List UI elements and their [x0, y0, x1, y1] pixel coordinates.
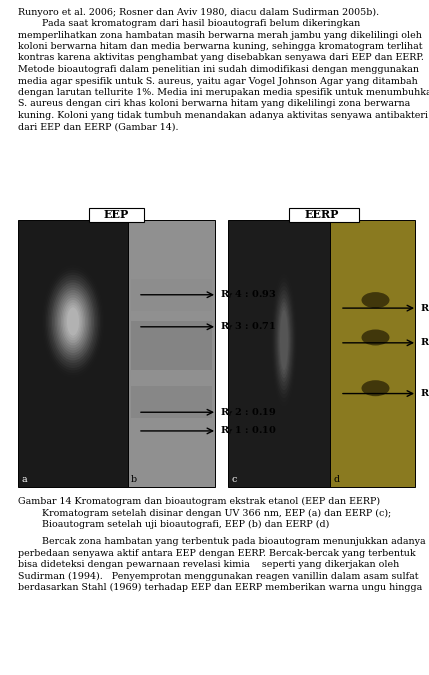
Text: R$_{f}$ 1 : 0.4: R$_{f}$ 1 : 0.4 — [420, 387, 429, 400]
Bar — [89, 208, 144, 222]
Ellipse shape — [277, 298, 291, 382]
Bar — [18, 220, 128, 487]
Text: R$_{f}$ 1 : 0.10: R$_{f}$ 1 : 0.10 — [220, 425, 277, 437]
Ellipse shape — [63, 300, 84, 343]
Text: Metode bioautografi dalam penelitian ini sudah dimodifikasi dengan menggunakan: Metode bioautografi dalam penelitian ini… — [18, 65, 419, 74]
Text: bisa dideteksi dengan pewarnaan revelasi kimia    seperti yang dikerjakan oleh: bisa dideteksi dengan pewarnaan revelasi… — [18, 560, 399, 569]
Ellipse shape — [66, 305, 81, 338]
Text: dengan larutan tellurite 1%. Media ini merupakan media spesifik untuk menumbuhka: dengan larutan tellurite 1%. Media ini m… — [18, 88, 429, 97]
Ellipse shape — [67, 307, 79, 335]
Text: perbedaan senyawa aktif antara EEP dengan EERP. Bercak-bercak yang terbentuk: perbedaan senyawa aktif antara EEP denga… — [18, 549, 416, 558]
Text: Bioautogram setelah uji bioautografi, EEP (b) dan EERP (d): Bioautogram setelah uji bioautografi, EE… — [18, 520, 329, 529]
Text: R$_{f}$ 2 : 0.6: R$_{f}$ 2 : 0.6 — [420, 336, 429, 349]
Text: Gambar 14 Kromatogram dan bioautogram ekstrak etanol (EEP dan EERP): Gambar 14 Kromatogram dan bioautogram ek… — [18, 497, 380, 506]
Text: Bercak zona hambatan yang terbentuk pada bioautogram menunjukkan adanya: Bercak zona hambatan yang terbentuk pada… — [18, 537, 426, 546]
Bar — [228, 220, 330, 487]
Bar — [289, 208, 359, 222]
Text: EERP: EERP — [304, 209, 338, 220]
Text: berdasarkan Stahl (1969) terhadap EEP dan EERP memberikan warna ungu hingga: berdasarkan Stahl (1969) terhadap EEP da… — [18, 583, 422, 593]
Ellipse shape — [58, 292, 88, 350]
Text: a: a — [21, 475, 27, 484]
Ellipse shape — [362, 329, 390, 346]
Text: S. aureus dengan ciri khas koloni berwarna hitam yang dikelilingi zona berwarna: S. aureus dengan ciri khas koloni berwar… — [18, 99, 410, 109]
Ellipse shape — [60, 295, 87, 348]
Text: b: b — [131, 475, 137, 484]
Text: R$_{f}$ 3 : 0.71: R$_{f}$ 3 : 0.71 — [220, 321, 276, 333]
Text: c: c — [231, 475, 236, 484]
Text: Kromatogram setelah disinar dengan UV 366 nm, EEP (a) dan EERP (c);: Kromatogram setelah disinar dengan UV 36… — [18, 508, 391, 518]
Text: d: d — [333, 475, 339, 484]
Text: R$_{f}$ 4 : 0.93: R$_{f}$ 4 : 0.93 — [220, 288, 277, 301]
Text: R$_{f}$ 2 : 0.19: R$_{f}$ 2 : 0.19 — [220, 406, 277, 418]
Bar — [131, 385, 212, 418]
Bar — [131, 279, 212, 310]
Bar — [330, 220, 415, 487]
Text: EEP: EEP — [104, 209, 129, 220]
Ellipse shape — [280, 310, 288, 370]
Text: Runyoro et al. 2006; Rosner dan Aviv 1980, diacu dalam Sudirman 2005b).: Runyoro et al. 2006; Rosner dan Aviv 198… — [18, 8, 379, 17]
Text: kuning. Koloni yang tidak tumbuh menandakan adanya aktivitas senyawa antibakteri: kuning. Koloni yang tidak tumbuh menanda… — [18, 111, 428, 120]
Ellipse shape — [52, 282, 94, 360]
Text: Pada saat kromatogram dari hasil bioautografi belum dikeringkan: Pada saat kromatogram dari hasil bioauto… — [18, 19, 360, 28]
Text: koloni berwarna hitam dan media berwarna kuning, sehingga kromatogram terlihat: koloni berwarna hitam dan media berwarna… — [18, 42, 423, 51]
Bar — [128, 220, 215, 487]
Text: media agar spesifik untuk S. aureus, yaitu agar Vogel Johnson Agar yang ditambah: media agar spesifik untuk S. aureus, yai… — [18, 76, 418, 86]
Ellipse shape — [362, 380, 390, 396]
Ellipse shape — [61, 298, 85, 346]
Ellipse shape — [276, 294, 292, 386]
Text: Sudirman (1994).   Penyemprotan menggunakan reagen vanillin dalam asam sulfat: Sudirman (1994). Penyemprotan menggunaka… — [18, 572, 419, 581]
Text: R$_{f}$ 3 : 0.7: R$_{f}$ 3 : 0.7 — [420, 302, 429, 315]
Ellipse shape — [279, 306, 289, 374]
Ellipse shape — [57, 290, 90, 353]
Bar — [131, 321, 212, 369]
Text: kontras karena aktivitas penghambat yang disebabkan senyawa dari EEP dan EERP.: kontras karena aktivitas penghambat yang… — [18, 53, 424, 63]
Text: dari EEP dan EERP (Gambar 14).: dari EEP dan EERP (Gambar 14). — [18, 122, 178, 132]
Text: memperlihatkan zona hambatan masih berwarna merah jambu yang dikelilingi oleh: memperlihatkan zona hambatan masih berwa… — [18, 30, 422, 40]
Ellipse shape — [275, 290, 293, 390]
Ellipse shape — [278, 302, 290, 378]
Ellipse shape — [54, 285, 93, 358]
Ellipse shape — [55, 288, 91, 356]
Ellipse shape — [362, 292, 390, 308]
Ellipse shape — [64, 302, 82, 340]
